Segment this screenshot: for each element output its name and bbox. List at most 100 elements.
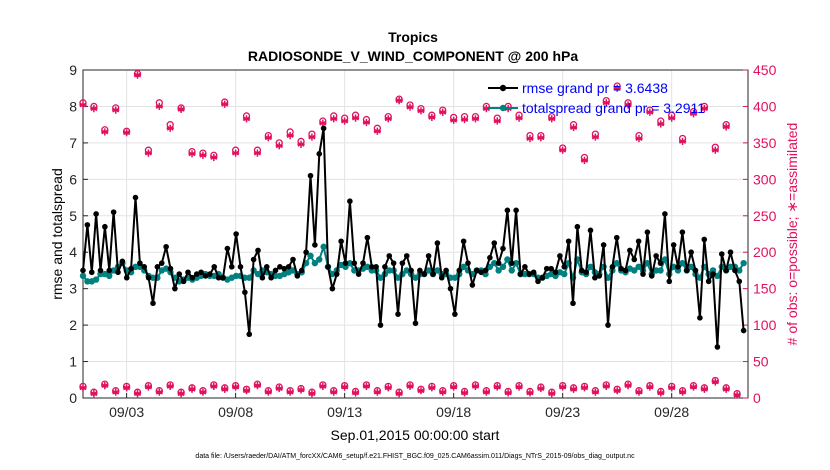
- right-tick-label: 350: [753, 135, 777, 151]
- rmse-point: [123, 274, 130, 281]
- spread-point: [657, 267, 664, 274]
- obs-assimilated-marker: [123, 129, 131, 137]
- spread-point: [491, 259, 498, 267]
- rmse-point: [504, 207, 511, 214]
- rmse-point: [180, 278, 187, 285]
- obs-assimilated-marker: [90, 390, 98, 398]
- rmse-point: [447, 285, 454, 292]
- spread-point: [631, 267, 638, 274]
- rmse-point: [425, 253, 432, 259]
- spread-point: [727, 263, 734, 270]
- obs-assimilated-marker: [537, 134, 545, 142]
- spread-point: [434, 267, 441, 274]
- obs-assimilated-marker: [526, 134, 534, 143]
- rmse-point: [434, 240, 441, 246]
- rmse-point: [84, 222, 91, 228]
- rmse-point: [530, 269, 537, 276]
- rmse-point: [469, 282, 476, 288]
- rmse-point: [692, 267, 699, 274]
- obs-assimilated-marker: [439, 388, 447, 396]
- rmse-point: [119, 258, 126, 265]
- spread-point: [587, 263, 594, 270]
- rmse-point: [347, 198, 353, 204]
- obs-assimilated-marker: [417, 387, 425, 395]
- rmse-point: [298, 267, 305, 274]
- obs-assimilated-marker: [253, 382, 262, 390]
- obs-count-markers: [79, 69, 741, 399]
- obs-assimilated-marker: [700, 385, 708, 393]
- rmse-point: [303, 249, 309, 256]
- obs-assimilated-marker: [559, 383, 567, 391]
- obs-assimilated-marker: [144, 149, 153, 157]
- rmse-point: [561, 264, 568, 270]
- obs-assimilated-marker: [384, 384, 392, 392]
- legend-rmse-label: rmse grand pr = 3.6438: [522, 80, 668, 96]
- rmse-point: [587, 227, 594, 234]
- rmse-point: [526, 271, 533, 277]
- rmse-point: [640, 271, 646, 277]
- rmse-point: [93, 211, 99, 217]
- left-tick-label: 8: [69, 98, 77, 114]
- rmse-point: [285, 264, 292, 270]
- obs-assimilated-marker: [689, 383, 698, 391]
- rmse-point: [368, 264, 375, 270]
- right-tick-label: 400: [753, 98, 777, 114]
- rmse-point: [697, 315, 703, 321]
- right-axis-ticks: 0 50 100 150 200 250 300 350 400 450: [743, 62, 777, 406]
- rmse-point: [662, 211, 668, 217]
- obs-assimilated-marker: [450, 116, 458, 124]
- series-lines: [79, 125, 747, 350]
- rmse-point: [408, 267, 414, 274]
- obs-assimilated-marker: [253, 149, 262, 157]
- obs-assimilated-marker: [101, 128, 109, 136]
- spread-point: [736, 267, 743, 274]
- rmse-point: [272, 267, 279, 274]
- rmse-point: [570, 300, 576, 307]
- spread-point: [412, 274, 419, 281]
- rmse-point: [736, 278, 743, 285]
- spread-point: [149, 274, 157, 281]
- rmse-point: [517, 271, 524, 277]
- spread-point: [320, 243, 327, 250]
- rmse-point: [237, 264, 244, 270]
- chart-title: Tropics: [388, 29, 438, 45]
- spread-point: [687, 263, 695, 270]
- legend-rmse-marker: [499, 84, 507, 92]
- spread-point: [311, 259, 319, 267]
- right-tick-label: 100: [753, 317, 777, 333]
- obs-assimilated-marker: [624, 382, 632, 390]
- rmse-point: [224, 245, 231, 252]
- obs-assimilated-marker: [373, 388, 381, 396]
- rmse-point: [141, 264, 148, 270]
- obs-assimilated-marker: [199, 388, 207, 396]
- left-tick-label: 0: [69, 390, 77, 406]
- rmse-point: [377, 322, 384, 328]
- obs-assimilated-marker: [406, 382, 414, 390]
- rmse-point: [714, 344, 721, 350]
- left-tick-label: 6: [69, 171, 77, 187]
- obs-assimilated-marker: [319, 382, 327, 390]
- spread-point: [635, 263, 642, 270]
- spread-point: [561, 270, 568, 278]
- rmse-point: [578, 267, 585, 274]
- x-axis-label: Sep.01,2015 00:00:00 start: [331, 427, 500, 443]
- obs-assimilated-marker: [112, 388, 120, 396]
- rmse-point: [290, 256, 296, 263]
- obs-assimilated-marker: [221, 100, 229, 108]
- rmse-point: [535, 278, 541, 285]
- rmse-point: [648, 273, 655, 279]
- obs-assimilated-marker: [133, 390, 142, 398]
- right-tick-label: 50: [753, 354, 769, 370]
- rmse-point: [399, 260, 406, 266]
- obs-assimilated-marker: [417, 107, 425, 115]
- rmse-point: [438, 274, 445, 281]
- obs-assimilated-marker: [362, 118, 371, 127]
- rmse-point: [613, 234, 620, 241]
- rmse-point: [627, 247, 633, 254]
- rmse-point: [543, 265, 550, 272]
- rmse-point: [635, 238, 642, 245]
- obs-assimilated-marker: [515, 383, 523, 391]
- obs-assimilated-marker: [308, 133, 316, 141]
- rmse-point: [154, 264, 161, 270]
